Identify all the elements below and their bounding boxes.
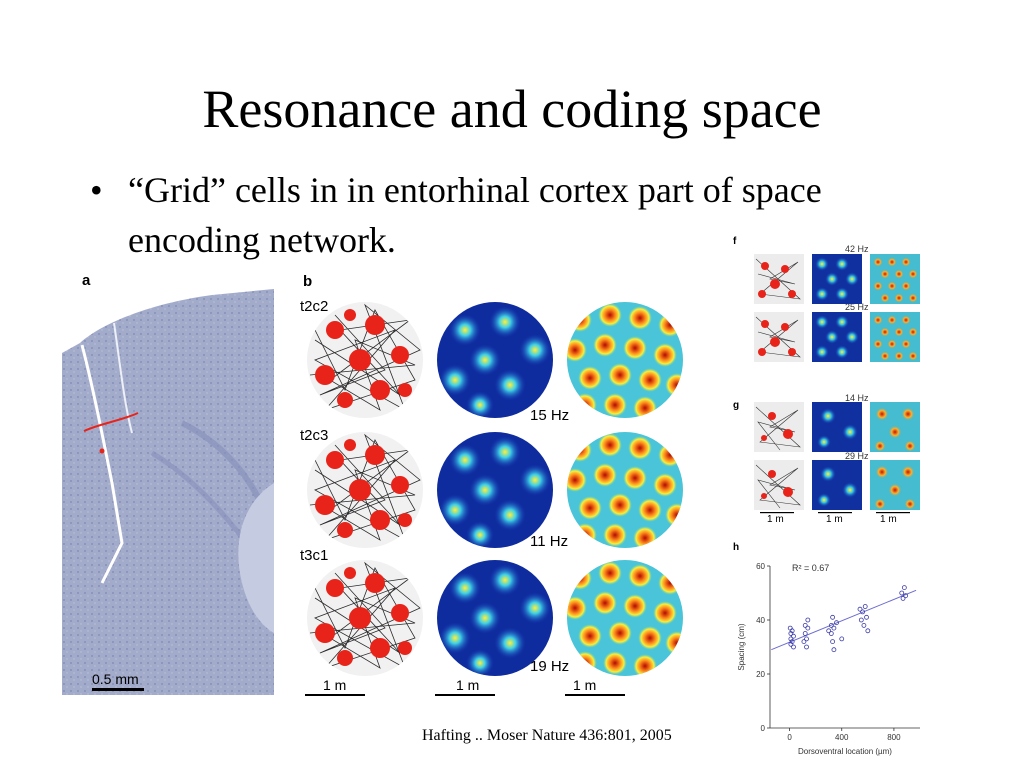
data-point: [805, 625, 811, 631]
data-point: [860, 609, 866, 615]
data-point: [802, 623, 808, 628]
panel-g-letter: g: [733, 400, 740, 411]
cell-label: t2c2: [300, 298, 329, 315]
y-tick-label: 60: [756, 562, 765, 571]
bullet-marker: •: [90, 170, 103, 210]
scale-label: 1 m: [880, 514, 897, 525]
y-tick-label: 20: [756, 670, 765, 679]
cell-label: t2c3: [300, 427, 329, 444]
data-point: [791, 644, 796, 650]
x-tick-label: 800: [887, 733, 901, 742]
data-point: [801, 639, 807, 644]
data-point: [865, 628, 871, 634]
y-tick-label: 0: [761, 724, 766, 733]
panel-f-letter: f: [733, 236, 737, 247]
data-point: [831, 647, 837, 653]
peak-rate-label: 19 Hz: [530, 658, 570, 675]
peak-rate-label: 15 Hz: [530, 407, 570, 424]
data-point: [862, 604, 868, 609]
data-point: [805, 617, 811, 623]
data-point: [828, 631, 834, 636]
citation: Hafting .. Moser Nature 436:801, 2005: [422, 727, 672, 744]
data-point: [791, 633, 796, 639]
scale-label: 1 m: [456, 677, 480, 693]
panel-g-rate-label: 14 Hz: [845, 393, 869, 403]
cell-label: t3c1: [300, 547, 329, 564]
data-point: [831, 625, 837, 631]
fit-line: [771, 589, 917, 651]
scale-label: 1 m: [323, 677, 347, 693]
data-point: [900, 596, 906, 601]
peak-rate-label: 11 Hz: [530, 533, 569, 550]
data-point: [899, 590, 905, 596]
data-point: [788, 631, 794, 636]
panel-a-letter: a: [82, 272, 91, 289]
data-point: [788, 636, 794, 642]
data-point: [839, 636, 845, 642]
scale-label: 1 m: [826, 514, 843, 525]
slide-title: Resonance and coding space: [202, 79, 822, 139]
r2-label: R² = 0.67: [792, 563, 829, 573]
panel-f-rate-label: 42 Hz: [845, 244, 869, 254]
data-point: [830, 614, 836, 620]
panel-b-letter: b: [303, 273, 313, 290]
panel-b-scale-bars: [305, 694, 625, 696]
data-point: [861, 623, 867, 628]
data-point: [789, 639, 795, 644]
bullet-text: “Grid” cells in in entorhinal cortex par…: [128, 170, 822, 260]
data-point: [864, 614, 869, 620]
panel-h-scatter-chart: R² = 0.67 Spacing (cm) Dorsoventral loca…: [737, 562, 920, 756]
panel-a-scale-label: 0.5 mm: [92, 671, 139, 687]
data-point: [903, 593, 909, 599]
scale-label: 1 m: [767, 514, 784, 525]
panel-b-maps: [305, 302, 695, 680]
data-point: [834, 620, 839, 626]
panel-g-rate-label: 29 Hz: [845, 451, 869, 461]
panel-f-maps: [753, 254, 921, 363]
scale-label: 1 m: [573, 677, 597, 693]
x-tick-label: 0: [787, 733, 792, 742]
x-axis-label: Dorsoventral location (µm): [798, 747, 892, 756]
x-tick-label: 400: [835, 733, 849, 742]
data-point: [858, 617, 864, 623]
data-point: [802, 631, 808, 636]
panel-a-tissue-image: [62, 289, 274, 695]
y-tick-label: 40: [756, 616, 765, 625]
data-point: [830, 639, 836, 644]
y-axis-label: Spacing (cm): [737, 623, 746, 670]
data-point: [788, 641, 794, 647]
panel-g-maps: [753, 402, 921, 514]
data-point: [826, 628, 832, 634]
panel-a-scale-bar: [92, 688, 144, 691]
data-point: [828, 623, 834, 628]
panel-f-rate-label: 25 Hz: [845, 302, 869, 312]
data-point: [857, 606, 863, 612]
data-point: [804, 644, 809, 650]
data-point: [901, 585, 907, 591]
data-point: [787, 625, 793, 631]
data-point: [804, 636, 809, 642]
panel-h-letter: h: [733, 542, 740, 553]
